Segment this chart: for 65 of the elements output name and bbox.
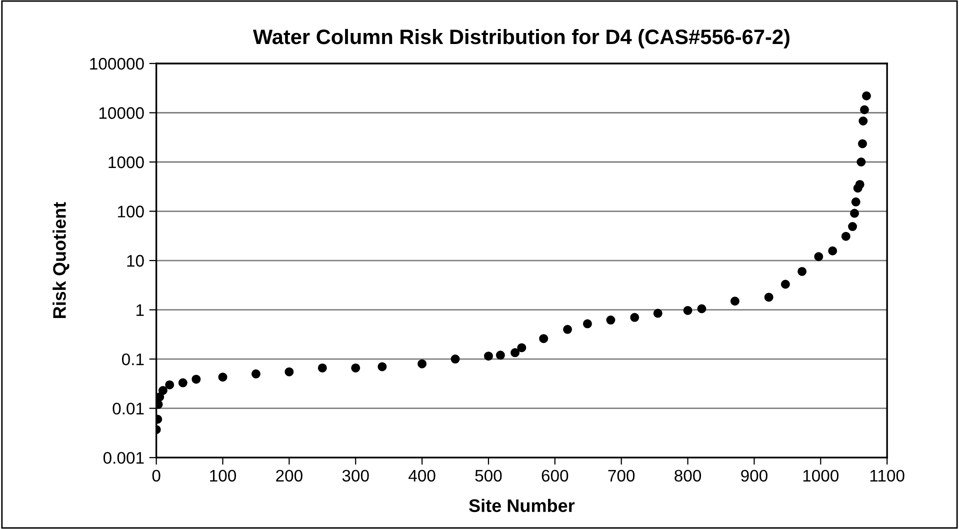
x-tick-label: 0 (152, 470, 160, 482)
point (418, 359, 427, 368)
point (251, 369, 260, 378)
x-axis-title: Site Number (469, 498, 575, 512)
y-tick-label: 100 (118, 206, 144, 218)
point (855, 180, 864, 189)
point (158, 386, 168, 395)
point (510, 348, 520, 358)
point (284, 367, 294, 376)
point (563, 324, 572, 334)
y-tick-label: 0.1 (122, 353, 144, 366)
point (858, 139, 867, 148)
point (780, 280, 790, 289)
point (848, 222, 858, 232)
point (192, 374, 201, 384)
y-tick-label: 10000 (99, 107, 144, 119)
point (450, 354, 460, 364)
y-tick-label: 1 (136, 304, 144, 316)
y-tick-label: 0.001 (103, 452, 144, 464)
point (730, 296, 740, 306)
x-tick-label: 500 (475, 470, 502, 482)
point (630, 312, 640, 322)
point (156, 392, 164, 402)
y-tick-label: 0.01 (112, 402, 144, 415)
point (858, 116, 868, 126)
x-tick-label: 100 (210, 470, 236, 482)
x-tick-label: 700 (608, 470, 635, 482)
x-tick-label: 1000 (803, 470, 839, 482)
x-tick-label: 300 (342, 470, 369, 482)
point (539, 334, 548, 344)
point (851, 197, 860, 206)
point (165, 380, 174, 390)
point (178, 378, 188, 388)
point (606, 316, 616, 325)
point (484, 352, 493, 361)
point (218, 372, 228, 382)
y-axis-title: Risk Quotient (52, 202, 70, 318)
point (582, 319, 592, 328)
x-tick-label: 600 (542, 470, 568, 482)
y-tick-label: 100000 (90, 58, 144, 70)
point (378, 362, 387, 372)
point (862, 91, 871, 100)
point (517, 343, 526, 352)
point (860, 105, 869, 114)
point (351, 363, 360, 372)
x-tick-label: 1100 (870, 470, 904, 482)
y-tick-label: 1000 (108, 156, 144, 168)
point (318, 363, 327, 372)
point (683, 306, 692, 315)
point (828, 246, 838, 256)
x-tick-label: 900 (741, 470, 768, 482)
point (798, 266, 807, 276)
x-tick-label: 200 (276, 470, 302, 482)
point (841, 232, 850, 241)
point (653, 308, 662, 318)
point (814, 252, 824, 262)
chart-title: Water Column Risk Distribution for D4 (CAS#556-67-2) (252, 28, 790, 48)
point (850, 208, 860, 218)
x-tick-label: 800 (674, 470, 702, 482)
y-tick-label: 10 (127, 254, 144, 267)
point (856, 158, 866, 167)
point (764, 292, 774, 302)
point (496, 350, 505, 360)
x-tick-label: 400 (408, 470, 436, 482)
point (697, 304, 706, 314)
